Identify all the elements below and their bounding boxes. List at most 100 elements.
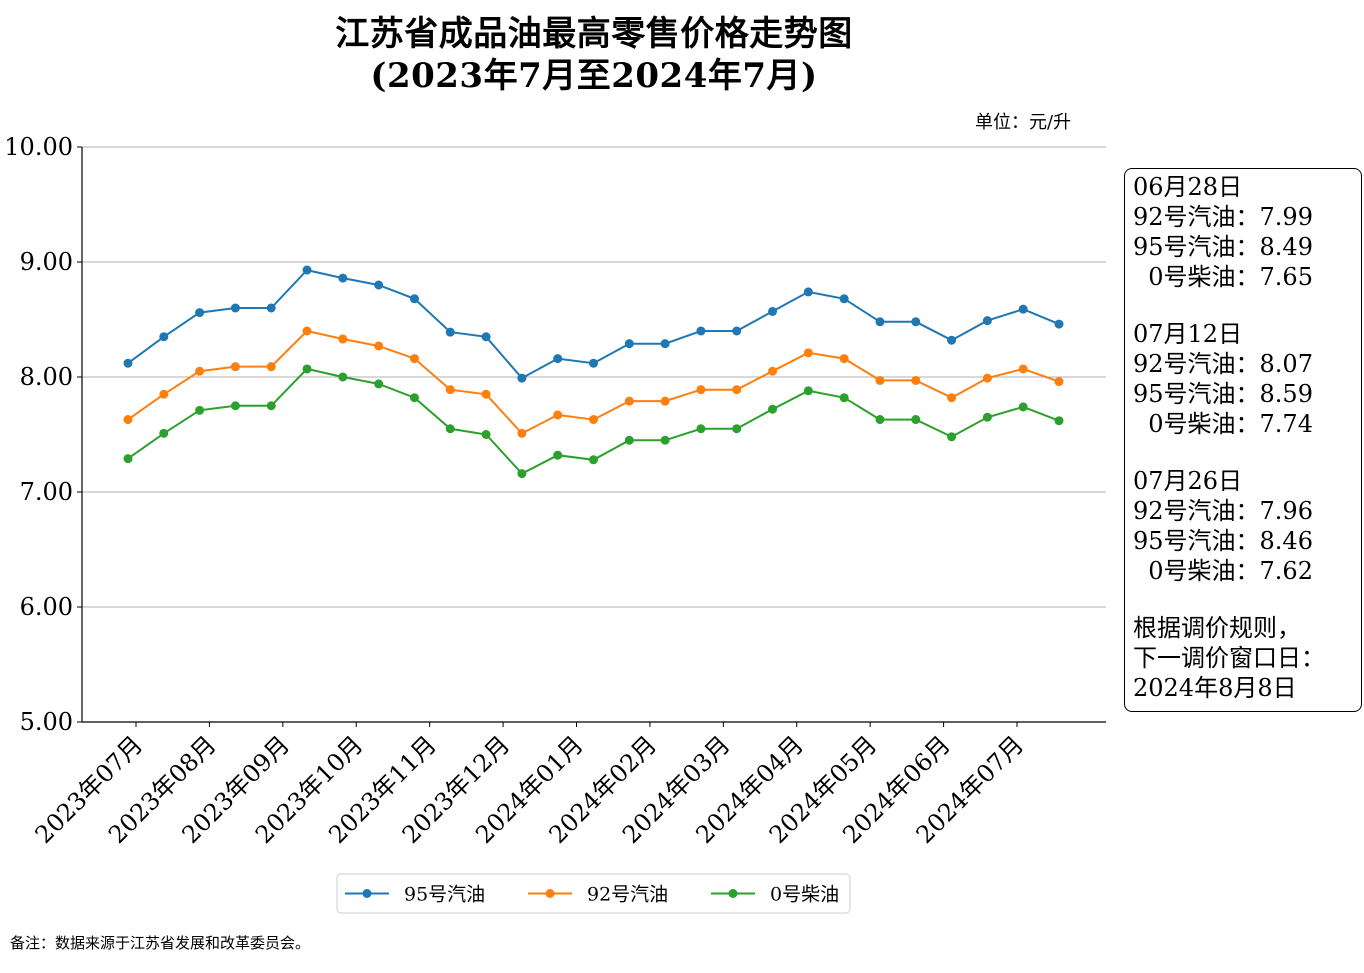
legend-marker bbox=[545, 889, 555, 898]
info-line: 95号汽油：8.46 bbox=[1133, 527, 1313, 555]
info-line: 92号汽油：8.07 bbox=[1133, 350, 1313, 378]
series-1 bbox=[123, 326, 1064, 438]
data-point bbox=[947, 335, 957, 345]
chart-title: 江苏省成品油最高零售价格走势图 bbox=[335, 14, 853, 54]
data-point bbox=[302, 326, 312, 336]
y-tick-label: 6.00 bbox=[20, 593, 73, 621]
data-point bbox=[624, 339, 634, 349]
info-block-0712: 07月12日 92号汽油：8.07 95号汽油：8.59 0号柴油：7.74 bbox=[1133, 319, 1361, 439]
data-point bbox=[517, 469, 527, 479]
data-point bbox=[875, 317, 885, 327]
y-tick-label: 5.00 bbox=[20, 708, 73, 736]
rule-line: 下一调价窗口日： bbox=[1133, 644, 1325, 672]
data-point bbox=[481, 389, 491, 399]
data-point bbox=[947, 393, 957, 403]
data-point bbox=[947, 432, 957, 442]
series-group bbox=[123, 265, 1064, 479]
data-point bbox=[409, 294, 419, 304]
data-point bbox=[374, 280, 384, 290]
data-point bbox=[553, 410, 563, 420]
data-point bbox=[409, 354, 419, 364]
data-point bbox=[123, 454, 133, 464]
data-point bbox=[768, 306, 778, 316]
data-point bbox=[553, 354, 563, 364]
series-0 bbox=[123, 265, 1064, 383]
data-point bbox=[839, 354, 849, 364]
legend-marker bbox=[362, 889, 372, 898]
data-point bbox=[517, 428, 527, 438]
info-line: 0号柴油：7.62 bbox=[1133, 557, 1313, 585]
data-point bbox=[409, 393, 419, 403]
data-point bbox=[123, 358, 133, 368]
data-point bbox=[1054, 319, 1064, 329]
data-point bbox=[732, 424, 742, 434]
adjustment-rule: 根据调价规则， 下一调价窗口日： 2024年8月8日 bbox=[1133, 613, 1361, 703]
y-tick-label: 8.00 bbox=[20, 363, 73, 391]
grid-lines bbox=[82, 146, 1106, 608]
data-point bbox=[696, 326, 706, 336]
data-point bbox=[481, 332, 491, 342]
data-point bbox=[159, 428, 169, 438]
legend-label: 92号汽油 bbox=[587, 884, 668, 906]
series-2 bbox=[123, 364, 1064, 479]
data-point bbox=[589, 358, 598, 368]
info-date: 07月26日 bbox=[1133, 467, 1243, 495]
data-point bbox=[302, 364, 312, 374]
legend-label: 95号汽油 bbox=[404, 884, 485, 906]
data-point bbox=[660, 435, 670, 445]
data-point bbox=[230, 303, 240, 313]
info-line: 0号柴油：7.65 bbox=[1133, 263, 1313, 291]
data-point bbox=[445, 424, 455, 434]
data-point bbox=[195, 405, 205, 415]
data-point bbox=[1018, 304, 1028, 314]
data-point bbox=[553, 450, 563, 460]
data-point bbox=[517, 373, 527, 383]
data-point bbox=[911, 415, 921, 425]
info-line: 92号汽油：7.99 bbox=[1133, 203, 1313, 231]
data-point bbox=[195, 308, 205, 318]
data-point bbox=[768, 366, 778, 376]
data-point bbox=[803, 287, 813, 297]
data-point bbox=[624, 396, 634, 406]
data-point bbox=[732, 326, 742, 336]
footnote: 备注：数据来源于江苏省发展和改革委员会。 bbox=[10, 934, 311, 952]
data-point bbox=[1018, 364, 1028, 374]
data-point bbox=[839, 393, 849, 403]
data-point bbox=[911, 375, 921, 385]
info-date: 06月28日 bbox=[1133, 173, 1243, 201]
y-tick-label: 9.00 bbox=[20, 248, 73, 276]
data-point bbox=[338, 273, 348, 283]
legend: 95号汽油 92号汽油 0号柴油 bbox=[336, 873, 851, 914]
data-point bbox=[445, 385, 455, 395]
data-point bbox=[982, 373, 992, 383]
data-point bbox=[159, 389, 169, 399]
data-point bbox=[660, 396, 670, 406]
data-point bbox=[839, 294, 849, 304]
data-point bbox=[696, 424, 706, 434]
data-point bbox=[768, 404, 778, 414]
data-point bbox=[1054, 377, 1064, 387]
info-line: 95号汽油：8.59 bbox=[1133, 380, 1313, 408]
data-point bbox=[481, 430, 491, 439]
data-point bbox=[159, 332, 169, 342]
unit-label: 单位：元/升 bbox=[975, 112, 1072, 133]
legend-box bbox=[336, 873, 851, 914]
y-tick-label: 10.00 bbox=[4, 133, 73, 161]
data-point bbox=[660, 339, 670, 349]
data-point bbox=[589, 455, 598, 465]
info-block-0726: 07月26日 92号汽油：7.96 95号汽油：8.46 0号柴油：7.62 bbox=[1133, 466, 1361, 586]
info-line: 92号汽油：7.96 bbox=[1133, 497, 1313, 525]
data-point bbox=[123, 415, 133, 425]
data-point bbox=[230, 401, 240, 411]
rule-line: 2024年8月8日 bbox=[1133, 674, 1297, 702]
data-point bbox=[266, 401, 276, 411]
legend-label: 0号柴油 bbox=[770, 884, 839, 906]
data-point bbox=[982, 412, 992, 422]
data-point bbox=[374, 341, 384, 351]
info-line: 95号汽油：8.49 bbox=[1133, 233, 1313, 261]
data-point bbox=[911, 317, 921, 327]
data-point bbox=[230, 362, 240, 372]
data-point bbox=[338, 334, 348, 344]
data-point bbox=[374, 379, 384, 389]
